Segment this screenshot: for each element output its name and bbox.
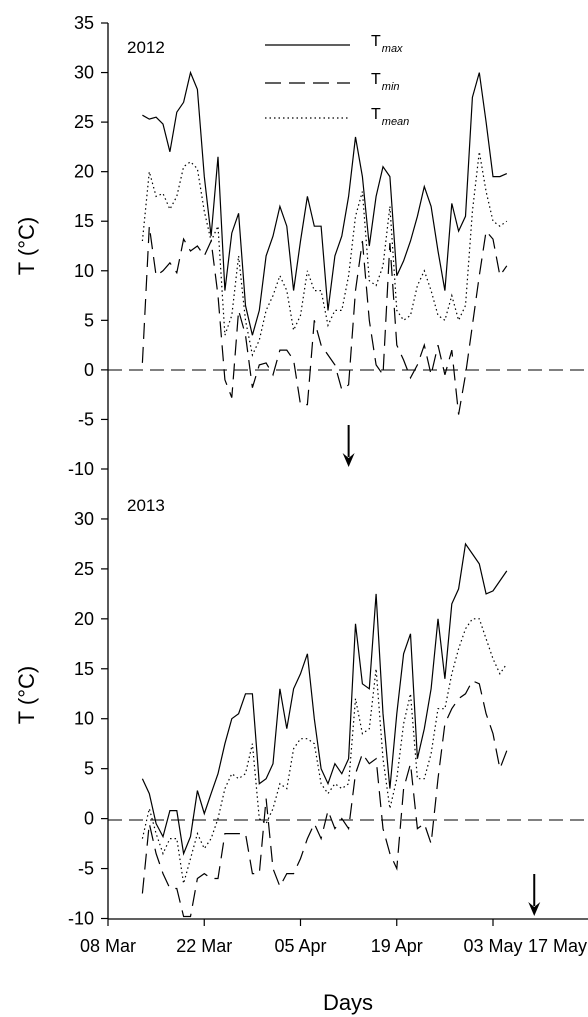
legend-tmin-label: Tmin xyxy=(371,71,400,93)
series-line-tmean-2012 xyxy=(141,151,508,357)
series-line-tmax-2013 xyxy=(141,542,508,856)
y-tick-label: 0 xyxy=(84,809,94,829)
y-tick-label: 0 xyxy=(84,360,94,380)
x-tick-label: 08 Mar xyxy=(80,936,136,956)
x-axis-title: Days xyxy=(323,990,373,1015)
y-axis-title-2013: T (°C) xyxy=(14,666,39,725)
y-tick-label: 35 xyxy=(74,13,94,33)
y-tick-label: 10 xyxy=(74,261,94,281)
panel-2013-arrow xyxy=(528,874,541,916)
legend-tmean-label: Tmean xyxy=(371,106,409,128)
panel-2012-year-label: 2012 xyxy=(127,38,165,57)
series-line-tmin-2012 xyxy=(141,226,508,415)
y-tick-label: 30 xyxy=(74,509,94,529)
legend: Tmax Tmin Tmean xyxy=(265,33,409,128)
panel-2013-series xyxy=(141,542,508,918)
y-tick-label: -10 xyxy=(68,459,94,479)
panel-2012: 2012 -10 -5 0 5 10 15 20 25 30 35 xyxy=(68,13,588,479)
y-tick-label: -10 xyxy=(68,909,94,929)
y-tick-label: 30 xyxy=(74,63,94,83)
y-tick-label: 15 xyxy=(74,659,94,679)
x-tick-label: 03 May xyxy=(463,936,522,956)
y-tick-label: 5 xyxy=(84,759,94,779)
y-tick-label: -5 xyxy=(78,409,94,429)
y-tick-label: 25 xyxy=(74,559,94,579)
arrow-head xyxy=(528,902,541,916)
y-tick-label: 15 xyxy=(74,211,94,231)
legend-tmax-label: Tmax xyxy=(371,33,403,55)
x-tick-label: 17 May xyxy=(528,936,587,956)
y-tick-label: 20 xyxy=(74,609,94,629)
y-tick-label: 25 xyxy=(74,112,94,132)
series-line-tmax-2012 xyxy=(142,70,508,336)
panel-2013: 2013 -10 -5 0 5 10 15 20 25 30 xyxy=(68,469,588,929)
panel-2013-year-label: 2013 xyxy=(127,496,165,515)
arrow-head xyxy=(342,453,355,467)
x-tick-label: 22 Mar xyxy=(176,936,232,956)
y-axis-title-2012: T (°C) xyxy=(14,217,39,276)
y-tick-label: 10 xyxy=(74,709,94,729)
y-tick-label: 5 xyxy=(84,310,94,330)
y-tick-label: 20 xyxy=(74,162,94,182)
x-tick-label: 19 Apr xyxy=(371,936,423,956)
panel-2012-series xyxy=(141,70,508,415)
x-axis-ticks: 08 Mar 22 Mar 05 Apr 19 Apr 03 May 17 May xyxy=(80,919,587,956)
panel-2013-y-ticks: -10 -5 0 5 10 15 20 25 30 xyxy=(68,509,108,929)
series-line-tmin-2013 xyxy=(141,680,508,918)
panel-2012-y-ticks: -10 -5 0 5 10 15 20 25 30 35 xyxy=(68,13,108,479)
series-line-tmean-2013 xyxy=(141,618,508,884)
x-tick-label: 05 Apr xyxy=(274,936,326,956)
panel-2012-arrow xyxy=(342,425,355,467)
y-tick-label: -5 xyxy=(78,859,94,879)
